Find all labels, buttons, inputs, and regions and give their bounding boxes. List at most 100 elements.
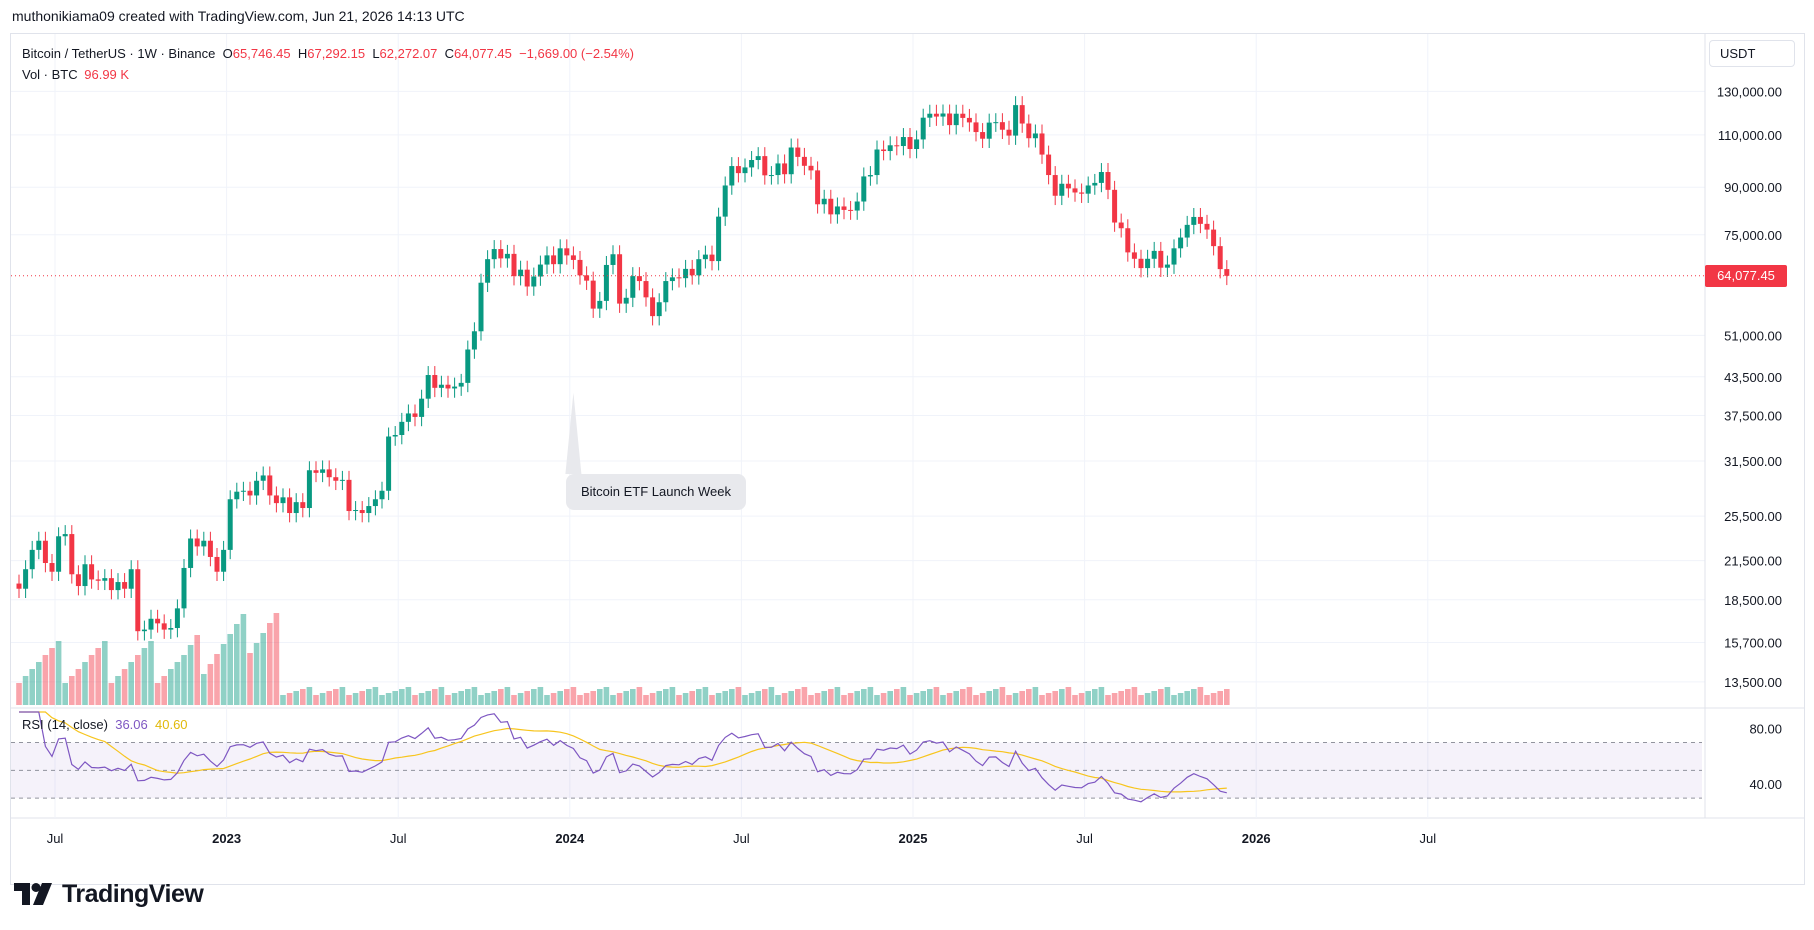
candle-body <box>570 255 576 260</box>
rsi-label[interactable]: RSI (14, close) <box>22 717 108 732</box>
volume-bar <box>478 695 484 705</box>
candle-body <box>689 268 695 276</box>
volume-bar <box>504 687 511 705</box>
candle-body <box>1224 269 1230 276</box>
volume-bar <box>946 693 953 705</box>
candle-body <box>333 477 339 481</box>
time-tick-label: 2025 <box>899 831 928 846</box>
volume-bar <box>828 689 834 705</box>
volume-bar <box>742 695 748 705</box>
volume-bar <box>610 695 616 705</box>
volume-bar <box>696 689 702 705</box>
candle-body <box>584 275 590 281</box>
currency-selector[interactable]: USDT <box>1709 40 1795 67</box>
volume-bar <box>1191 689 1197 705</box>
candle-body <box>1184 224 1190 238</box>
candle-body <box>1151 250 1157 259</box>
volume-bar <box>346 695 352 705</box>
volume-bar <box>808 695 814 705</box>
volume-bar <box>564 689 570 705</box>
price-tick-label: 130,000.00 <box>1717 84 1782 99</box>
volume-bar <box>187 645 194 705</box>
candle-body <box>610 254 616 265</box>
volume-bar <box>214 654 220 705</box>
volume-bar <box>669 687 676 705</box>
volume-bar <box>913 693 920 705</box>
volume-bar <box>432 689 438 705</box>
candle-body <box>1026 123 1032 139</box>
candle-body <box>267 475 273 496</box>
candle-body <box>669 277 675 282</box>
volume-bar <box>267 623 273 705</box>
candle-body <box>953 113 959 126</box>
volume-bar <box>1026 689 1032 705</box>
volume-bar <box>973 695 979 705</box>
candle-body <box>95 579 101 581</box>
candle-body <box>254 480 260 496</box>
volume-bar <box>544 695 550 705</box>
candle-body <box>524 269 530 287</box>
symbol-name[interactable]: Bitcoin / TetherUS · 1W · Binance <box>22 46 216 61</box>
volume-bar <box>1111 693 1118 705</box>
candle-body <box>1211 229 1217 247</box>
volume-bar <box>240 614 247 705</box>
candle-body <box>1046 154 1052 176</box>
volume-bar <box>999 687 1006 705</box>
candle-body <box>656 302 662 317</box>
candle-body <box>128 569 134 589</box>
volume-bar <box>405 687 412 705</box>
volume-bar <box>498 689 504 705</box>
volume-bar <box>306 687 313 705</box>
high-label: H <box>297 46 308 61</box>
volume-bar <box>333 689 339 705</box>
candle-body <box>419 398 425 417</box>
candle-body <box>498 249 504 259</box>
candle-body <box>405 413 411 422</box>
candle-body <box>49 563 55 572</box>
volume-bar <box>847 693 854 705</box>
volume-bar <box>174 662 181 705</box>
candle-body <box>630 276 636 298</box>
volume-bar <box>1006 695 1012 705</box>
candle-body <box>683 268 689 279</box>
volume-bar <box>286 693 293 705</box>
volume-bar <box>300 689 306 705</box>
volume-bar <box>293 691 299 705</box>
candle-body <box>320 469 326 473</box>
low-label: L <box>372 46 380 61</box>
rsi-tick-label: 80.00 <box>1749 722 1782 737</box>
candle-body <box>359 510 365 514</box>
candle-body <box>808 165 814 171</box>
candle-body <box>1065 183 1071 189</box>
volume-bar <box>95 648 101 705</box>
volume-bar <box>1158 689 1164 705</box>
volume-bar <box>748 693 755 705</box>
candle-body <box>194 538 200 547</box>
tradingview-brand[interactable]: TradingView <box>14 877 204 911</box>
candle-body <box>874 149 880 176</box>
volume-bar <box>29 669 35 705</box>
etf-annotation[interactable]: Bitcoin ETF Launch Week <box>566 474 746 510</box>
chart-frame <box>10 33 1805 885</box>
volume-bar <box>319 693 326 705</box>
candle-body <box>577 259 583 276</box>
volume-bar <box>854 691 860 705</box>
volume-bar <box>148 641 154 705</box>
candle-body <box>927 113 933 118</box>
candle-body <box>973 122 979 133</box>
volume-bar <box>1217 691 1223 705</box>
candle-body <box>425 375 431 399</box>
candle-body <box>458 382 464 387</box>
candle-body <box>914 139 920 150</box>
volume-bar <box>788 691 794 705</box>
volume-bar <box>907 695 913 705</box>
candle-body <box>861 176 867 202</box>
candle-body <box>280 497 286 504</box>
volume-bar <box>1078 693 1085 705</box>
volume-label[interactable]: Vol · BTC <box>22 67 78 82</box>
candle-body <box>636 276 642 282</box>
candle-body <box>1098 172 1104 183</box>
volume-bar <box>49 648 55 705</box>
candle-body <box>735 166 741 174</box>
